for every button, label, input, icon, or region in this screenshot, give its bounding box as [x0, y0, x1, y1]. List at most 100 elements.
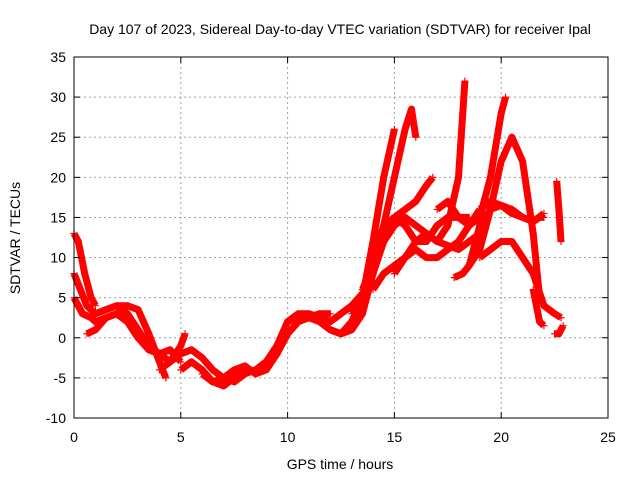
data-point-marker — [519, 213, 527, 221]
data-point-marker — [113, 302, 121, 310]
x-tick-label: 0 — [70, 429, 78, 445]
data-point-marker — [422, 229, 430, 237]
data-point-marker — [444, 213, 452, 221]
data-point-marker — [198, 370, 206, 378]
data-point-marker — [407, 105, 415, 113]
data-point-marker — [529, 286, 537, 294]
data-point-marker — [401, 213, 409, 221]
data-point-marker — [337, 310, 345, 318]
data-point-marker — [501, 93, 509, 101]
y-tick-label: 25 — [50, 129, 66, 145]
data-point-marker — [454, 173, 462, 181]
data-point-marker — [162, 374, 170, 382]
data-point-marker — [459, 270, 467, 278]
data-point-marker — [220, 374, 228, 382]
y-axis-label: SDTVAR / TECUs — [7, 182, 23, 294]
data-point-marker — [209, 366, 217, 374]
data-point-marker — [529, 229, 537, 237]
data-point-marker — [348, 326, 356, 334]
x-tick-label: 15 — [387, 429, 403, 445]
data-point-marker — [358, 302, 366, 310]
data-point-marker — [401, 254, 409, 262]
data-point-marker — [465, 221, 473, 229]
data-point-marker — [74, 238, 82, 246]
data-point-marker — [198, 354, 206, 362]
data-point-marker — [123, 310, 131, 318]
data-point-marker — [102, 306, 110, 314]
axis-ticks — [73, 56, 609, 419]
data-point-marker — [390, 213, 398, 221]
data-point-marker — [284, 318, 292, 326]
data-point-marker — [444, 221, 452, 229]
data-point-marker — [465, 262, 473, 270]
data-point-marker — [401, 221, 409, 229]
data-series-group — [70, 77, 567, 390]
data-point-marker — [390, 270, 398, 278]
data-point-marker — [316, 318, 324, 326]
data-point-marker — [380, 173, 388, 181]
y-tick-label: 5 — [58, 290, 66, 306]
data-point-marker — [529, 217, 537, 225]
data-point-marker — [557, 314, 565, 322]
data-point-marker — [412, 133, 420, 141]
data-point-marker — [497, 157, 505, 165]
data-point-marker — [230, 366, 238, 374]
data-point-marker — [91, 318, 99, 326]
y-tick-label: 10 — [50, 250, 66, 266]
data-point-marker — [540, 213, 548, 221]
data-point-marker — [273, 342, 281, 350]
data-point-marker — [412, 221, 420, 229]
x-tick-label: 20 — [493, 429, 509, 445]
chart-title: Day 107 of 2023, Sidereal Day-to-day VTE… — [89, 21, 591, 37]
data-point-marker — [555, 330, 563, 338]
data-point-marker — [508, 133, 516, 141]
data-point-marker — [326, 318, 334, 326]
data-point-marker — [166, 358, 174, 366]
data-point-marker — [487, 205, 495, 213]
data-point-marker — [134, 306, 142, 314]
series-arc-17 — [435, 96, 509, 229]
data-point-marker — [358, 310, 366, 318]
data-point-marker — [83, 330, 91, 338]
data-point-marker — [433, 238, 441, 246]
data-point-marker — [187, 358, 195, 366]
x-tick-label: 25 — [600, 429, 616, 445]
data-point-marker — [380, 270, 388, 278]
data-point-marker — [476, 205, 484, 213]
data-point-marker — [422, 254, 430, 262]
data-point-marker — [553, 177, 561, 185]
y-tick-label: -10 — [46, 410, 66, 426]
data-point-marker — [429, 173, 437, 181]
data-point-marker — [220, 382, 228, 390]
y-tick-label: 35 — [50, 49, 66, 65]
data-point-marker — [390, 173, 398, 181]
y-tick-label: 0 — [58, 330, 66, 346]
data-point-marker — [380, 221, 388, 229]
data-point-marker — [519, 157, 527, 165]
data-point-marker — [337, 330, 345, 338]
data-point-marker — [145, 330, 153, 338]
data-point-marker — [181, 330, 189, 338]
data-point-marker — [497, 201, 505, 209]
data-point-marker — [113, 310, 121, 318]
data-point-marker — [454, 246, 462, 254]
data-point-marker — [305, 314, 313, 322]
data-point-marker — [412, 197, 420, 205]
data-point-marker — [401, 125, 409, 133]
y-tick-label: -5 — [54, 370, 67, 386]
data-point-marker — [487, 246, 495, 254]
data-point-marker — [155, 366, 163, 374]
data-point-marker — [433, 254, 441, 262]
data-point-marker — [551, 310, 559, 318]
x-tick-label: 10 — [280, 429, 296, 445]
y-tick-label: 20 — [50, 169, 66, 185]
data-point-marker — [76, 286, 84, 294]
data-point-marker — [81, 270, 89, 278]
data-point-marker — [487, 173, 495, 181]
data-point-marker — [326, 326, 334, 334]
data-point-marker — [390, 125, 398, 133]
data-point-marker — [177, 366, 185, 374]
data-point-marker — [465, 238, 473, 246]
data-point-marker — [508, 209, 516, 217]
data-point-marker — [369, 286, 377, 294]
